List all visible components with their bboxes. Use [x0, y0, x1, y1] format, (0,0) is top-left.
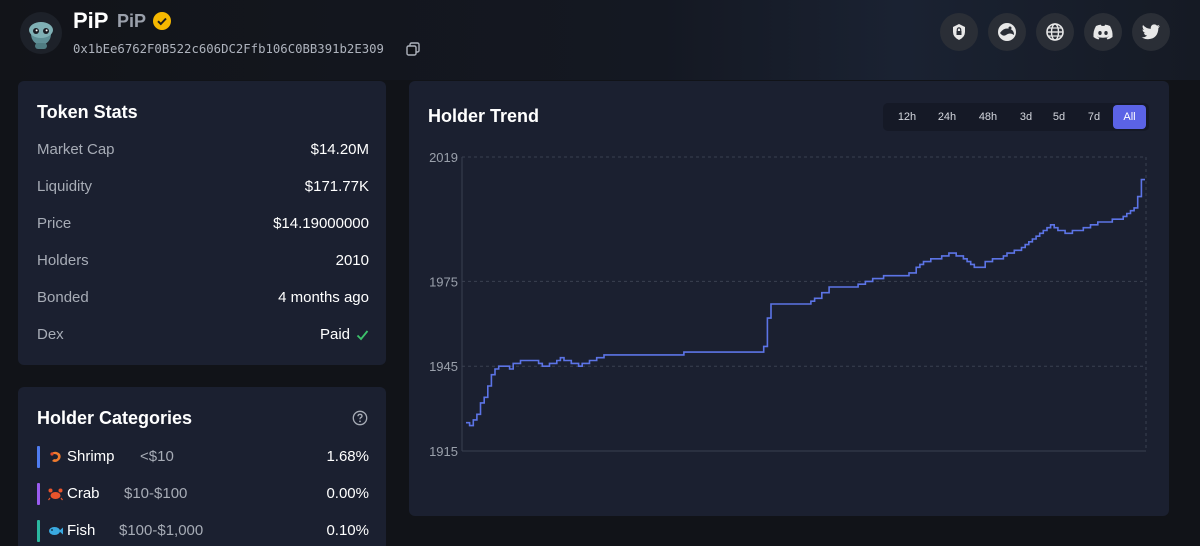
stat-row-holders: Holders 2010 [37, 252, 369, 272]
stat-label: Dex [37, 326, 64, 343]
stat-value: $14.20M [310, 141, 369, 158]
stat-value: 2010 [335, 252, 369, 269]
stat-label: Price [37, 215, 72, 232]
category-percent: 0.00% [326, 485, 369, 502]
contract-address: 0x1bEe6762F0B522c606DC2Ffb106C0BB391b2E3… [73, 42, 384, 56]
stat-label: Bonded [37, 289, 89, 306]
holder-trend-title: Holder Trend [428, 106, 540, 126]
stat-value: $171.77K [304, 178, 369, 195]
help-icon[interactable] [352, 410, 368, 426]
category-name: Shrimp [67, 448, 115, 465]
stat-label: Liquidity [37, 178, 93, 195]
twitter-icon[interactable] [1132, 13, 1170, 51]
category-range: <$10 [140, 448, 174, 465]
y-tick-label: 1975 [429, 274, 458, 289]
dex-status: Paid [320, 326, 369, 343]
stat-row-bonded: Bonded 4 months ago [37, 289, 369, 309]
category-percent: 1.68% [326, 448, 369, 465]
stat-value: Paid [319, 326, 350, 343]
stat-row-dex: Dex Paid [37, 326, 369, 346]
globe-icon[interactable] [1036, 13, 1074, 51]
category-color-bar [37, 520, 40, 542]
category-range: $10-$100 [124, 485, 188, 502]
tab-12h[interactable]: 12h [897, 111, 917, 123]
tab-3d[interactable]: 3d [1019, 111, 1033, 123]
verified-badge-icon [153, 12, 171, 30]
holder-trend-card: Holder Trend 12h 24h 48h 3d 5d 7d All 19… [409, 81, 1169, 516]
crab-icon [48, 488, 63, 501]
token-logo [20, 12, 62, 54]
y-tick-label: 2019 [429, 150, 458, 165]
category-name: Crab [67, 485, 100, 502]
category-row-shrimp: Shrimp <$10 1.68% [37, 446, 369, 468]
copy-icon[interactable] [406, 42, 420, 56]
token-header: PiP PiP 0x1bEe6762F0B522c606DC2Ffb106C0B… [0, 0, 1200, 80]
token-stats-title: Token Stats [37, 102, 138, 122]
category-range: $100-$1,000 [119, 522, 204, 539]
category-percent: 0.10% [326, 522, 369, 539]
stat-row-price: Price $14.19000000 [37, 215, 369, 235]
fish-icon [49, 527, 63, 535]
tab-5d[interactable]: 5d [1052, 111, 1066, 123]
category-color-bar [37, 483, 40, 505]
stat-label: Market Cap [37, 141, 115, 158]
token-ticker: PiP [117, 11, 147, 31]
y-tick-label: 1945 [429, 359, 458, 374]
category-name: Fish [67, 522, 96, 539]
stat-label: Holders [37, 252, 89, 269]
tab-7d[interactable]: 7d [1087, 111, 1101, 123]
holder-trend-line [466, 178, 1145, 427]
category-row-fish: Fish $100-$1,000 0.10% [37, 520, 369, 542]
holder-trend-chart: 1915 1945 1975 2019 [429, 150, 1147, 459]
token-stats-card: Token Stats Market Cap $14.20M Liquidity… [18, 81, 386, 365]
stat-row-market-cap: Market Cap $14.20M [37, 141, 369, 161]
tab-all[interactable]: All [1113, 105, 1146, 129]
stat-value: $14.19000000 [273, 215, 369, 232]
tab-48h[interactable]: 48h [978, 111, 998, 123]
category-color-bar [37, 446, 40, 468]
holder-categories-title: Holder Categories [37, 408, 193, 428]
holder-categories-card: Holder Categories Shrimp <$10 1.68% Crab… [18, 387, 386, 546]
time-range-tabs: 12h 24h 48h 3d 5d 7d All [883, 103, 1149, 131]
shrimp-icon [50, 451, 61, 462]
tab-24h[interactable]: 24h [937, 111, 957, 123]
lock-icon[interactable] [940, 13, 978, 51]
bubblemaps-icon[interactable] [988, 13, 1026, 51]
y-tick-label: 1915 [429, 444, 458, 459]
discord-icon[interactable] [1084, 13, 1122, 51]
stat-value: 4 months ago [278, 289, 369, 306]
token-name: PiP [73, 8, 109, 33]
check-icon [356, 330, 369, 341]
stat-row-liquidity: Liquidity $171.77K [37, 178, 369, 198]
category-row-crab: Crab $10-$100 0.00% [37, 483, 369, 505]
